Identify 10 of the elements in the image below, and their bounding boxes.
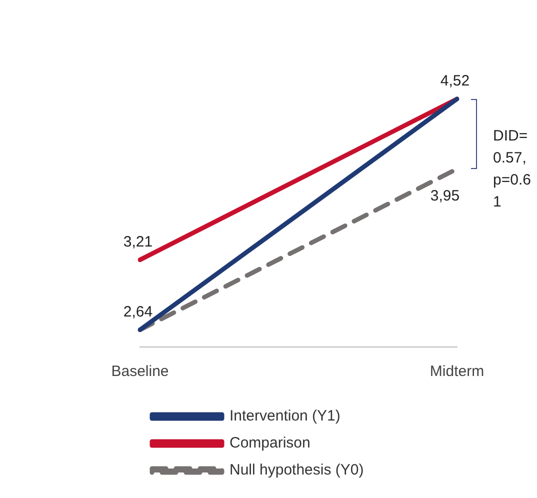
x-tick-label: Midterm (430, 363, 484, 380)
data-label: 4,52 (440, 72, 470, 90)
legend-label: Comparison (230, 434, 310, 452)
x-tick-label: Baseline (111, 363, 169, 380)
legend-label: Null hypothesis (Y0) (230, 462, 364, 479)
annotation: DID=0.57, p=0.61 (493, 128, 531, 211)
data-label: 3,95 (430, 188, 460, 205)
legend-label: Intervention (Y1) (230, 408, 340, 425)
data-label: 3,21 (123, 233, 153, 250)
data-label: 2,64 (123, 303, 153, 320)
